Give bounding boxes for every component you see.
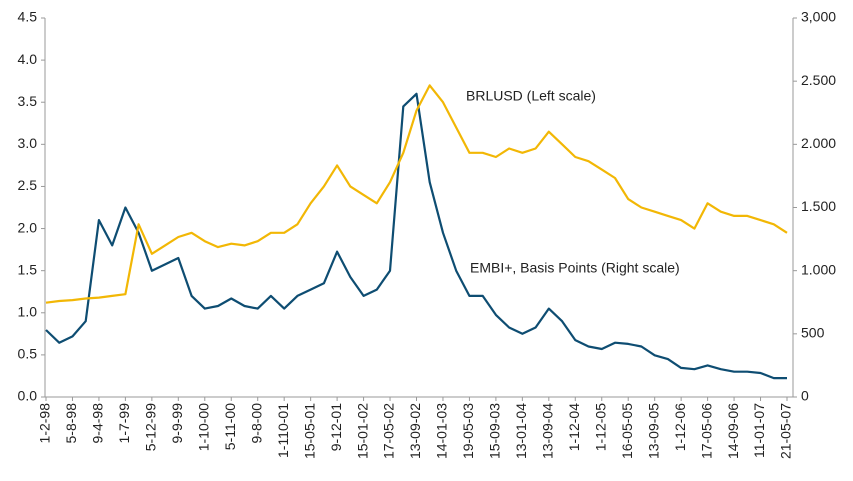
x-tick-label: 9-8-00 — [248, 403, 264, 444]
y2-tick-label: 500 — [801, 325, 825, 341]
x-tick-label: 1-12-04 — [566, 403, 582, 451]
y-tick-label: 3.0 — [18, 135, 38, 151]
x-tick-label: 15-01-02 — [354, 403, 370, 459]
series-line — [45, 92, 787, 380]
y-tick-label: 0.0 — [18, 388, 38, 404]
x-tick-label: 5-8-98 — [63, 403, 79, 444]
y-tick-label: 1.5 — [18, 261, 38, 277]
y-tick-label: 2.0 — [18, 219, 38, 235]
x-tick-label: 17-05-06 — [698, 403, 714, 459]
x-tick-label: 1-10-00 — [195, 403, 211, 451]
y2-tick-label: 1.000 — [801, 261, 836, 277]
y2-tick-label: 2.000 — [801, 135, 836, 151]
y-tick-label: 4.5 — [18, 9, 38, 25]
x-tick-label: 13-09-04 — [540, 403, 556, 459]
y-tick-label: 3.5 — [18, 93, 38, 109]
x-tick-label: 15-05-01 — [301, 403, 317, 459]
y-tick-label: 0.5 — [18, 346, 38, 362]
x-tick-label: 11-01-07 — [751, 403, 767, 458]
x-tick-label: 14-09-06 — [725, 403, 741, 459]
x-tick-label: 16-05-05 — [619, 403, 635, 459]
series-annotation: BRLUSD (Left scale) — [466, 88, 596, 104]
x-tick-label: 1-7-99 — [116, 403, 132, 444]
x-tick-label: 17-05-02 — [381, 403, 397, 459]
x-tick-label: 9-12-01 — [328, 403, 344, 451]
y2-tick-label: 3,000 — [801, 9, 836, 25]
y-tick-label: 4.0 — [18, 51, 38, 67]
x-tick-label: 14-01-03 — [434, 403, 450, 459]
x-tick-label: 5-11-00 — [222, 403, 238, 450]
x-tick-label: 21-05-07 — [778, 403, 794, 459]
x-tick-label: 9-9-99 — [169, 403, 185, 444]
y-tick-label: 2.5 — [18, 177, 38, 193]
y-tick-label: 1.0 — [18, 303, 38, 319]
series-annotation: EMBI+, Basis Points (Right scale) — [470, 260, 680, 276]
series-line — [45, 84, 788, 304]
y2-tick-label: 0 — [801, 388, 809, 404]
x-tick-label: 15-09-03 — [487, 403, 503, 459]
x-tick-label: 1-12-05 — [592, 403, 608, 451]
y2-tick-label: 1.500 — [801, 198, 836, 214]
x-tick-label: 5-12-99 — [143, 403, 159, 451]
x-tick-label: 13-09-02 — [407, 403, 423, 459]
x-tick-label: 1-12-06 — [672, 403, 688, 451]
x-tick-label: 13-01-04 — [513, 403, 529, 459]
x-tick-label: 1-110-01 — [275, 403, 291, 458]
x-tick-label: 1-2-98 — [37, 403, 53, 444]
x-tick-label: 9-4-98 — [90, 403, 106, 444]
y2-tick-label: 2.500 — [801, 72, 836, 88]
x-tick-label: 13-09-05 — [645, 403, 661, 459]
x-tick-label: 19-05-03 — [460, 403, 476, 459]
